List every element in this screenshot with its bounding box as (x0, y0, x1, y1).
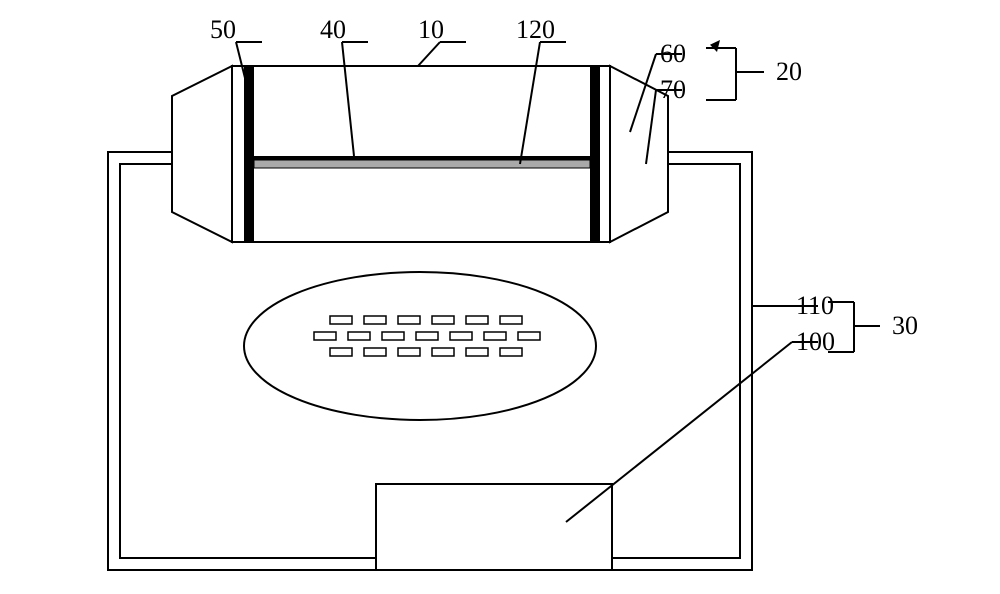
ellipse-tick (314, 332, 336, 340)
ellipse-tick (518, 332, 540, 340)
ellipse-tick (500, 316, 522, 324)
label-l10: 10 (418, 15, 444, 44)
ellipse-tick (398, 316, 420, 324)
ellipse-tick (500, 348, 522, 356)
cap-left-70 (172, 66, 232, 242)
ellipse-tick (450, 332, 472, 340)
ellipse-tick (398, 348, 420, 356)
diagram-canvas: 50 40 10 120 60 70 20 110 100 30 (0, 0, 1000, 594)
ellipse-tick (330, 348, 352, 356)
label-l70: 70 (660, 75, 686, 104)
ellipse-tick (466, 348, 488, 356)
stripe-60 (590, 66, 600, 242)
label-l100: 100 (796, 327, 835, 356)
label-l30: 30 (892, 311, 918, 340)
ellipse-tick (432, 316, 454, 324)
label-l40: 40 (320, 15, 346, 44)
ellipse-tick (330, 316, 352, 324)
leader-l100 (566, 342, 792, 522)
label-l60: 60 (660, 39, 686, 68)
ellipse-tick (466, 316, 488, 324)
cylinder-body-10 (232, 66, 610, 242)
label-l120: 120 (516, 15, 555, 44)
brace20-arrow (710, 40, 720, 52)
bar-40 (254, 156, 590, 160)
ellipse-tick (484, 332, 506, 340)
ellipse-tick (348, 332, 370, 340)
ellipse-tick (432, 348, 454, 356)
label-l20: 20 (776, 57, 802, 86)
ellipse-tick (382, 332, 404, 340)
box-100 (376, 484, 612, 570)
ellipse-tick (416, 332, 438, 340)
ellipse-tick (364, 316, 386, 324)
label-l50: 50 (210, 15, 236, 44)
ellipse-tick (364, 348, 386, 356)
label-l110: 110 (796, 291, 834, 320)
bar-120 (254, 160, 590, 168)
leader-l10 (418, 42, 440, 66)
ellipse-plate (244, 272, 596, 420)
